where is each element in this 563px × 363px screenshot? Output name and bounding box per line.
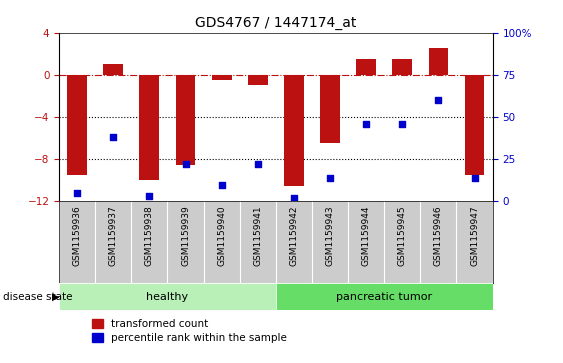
Bar (248, 75, 268, 85)
Text: GSM1159947: GSM1159947 (470, 205, 479, 266)
Point (109, 134, 118, 140)
Point (325, 175, 334, 181)
Bar (140, 75, 159, 180)
Point (398, 121, 407, 127)
Point (181, 162, 190, 167)
Point (73, 190, 82, 196)
Text: GSM1159939: GSM1159939 (181, 205, 190, 266)
Bar (59, 283, 276, 310)
Text: GSM1159941: GSM1159941 (253, 205, 262, 266)
Text: GSM1159946: GSM1159946 (434, 205, 443, 266)
Text: GSM1159944: GSM1159944 (361, 205, 370, 266)
Text: pancreatic tumor: pancreatic tumor (336, 292, 432, 302)
Bar (320, 75, 340, 143)
Bar (284, 75, 304, 185)
Text: GSM1159943: GSM1159943 (325, 205, 334, 266)
Bar (67, 75, 87, 175)
Bar (104, 64, 123, 75)
Text: healthy: healthy (146, 292, 189, 302)
Text: ▶: ▶ (52, 292, 60, 302)
Legend: transformed count, percentile rank within the sample: transformed count, percentile rank withi… (92, 319, 287, 343)
Text: GSM1159942: GSM1159942 (289, 205, 298, 266)
Text: GSM1159938: GSM1159938 (145, 205, 154, 266)
Title: GDS4767 / 1447174_at: GDS4767 / 1447174_at (195, 16, 356, 30)
Point (217, 182, 226, 187)
Point (253, 162, 262, 167)
Bar (392, 59, 412, 75)
Point (434, 97, 443, 103)
Bar (428, 49, 448, 75)
Text: disease state: disease state (3, 292, 72, 302)
Text: GSM1159945: GSM1159945 (398, 205, 407, 266)
Text: GSM1159936: GSM1159936 (73, 205, 82, 266)
Point (470, 175, 479, 181)
Point (361, 121, 370, 127)
Point (145, 193, 154, 199)
Bar (176, 75, 195, 164)
Text: GSM1159937: GSM1159937 (109, 205, 118, 266)
Bar (212, 75, 231, 80)
Bar (356, 59, 376, 75)
Text: GSM1159940: GSM1159940 (217, 205, 226, 266)
Point (289, 195, 298, 201)
Bar (276, 283, 493, 310)
Bar (464, 75, 485, 175)
